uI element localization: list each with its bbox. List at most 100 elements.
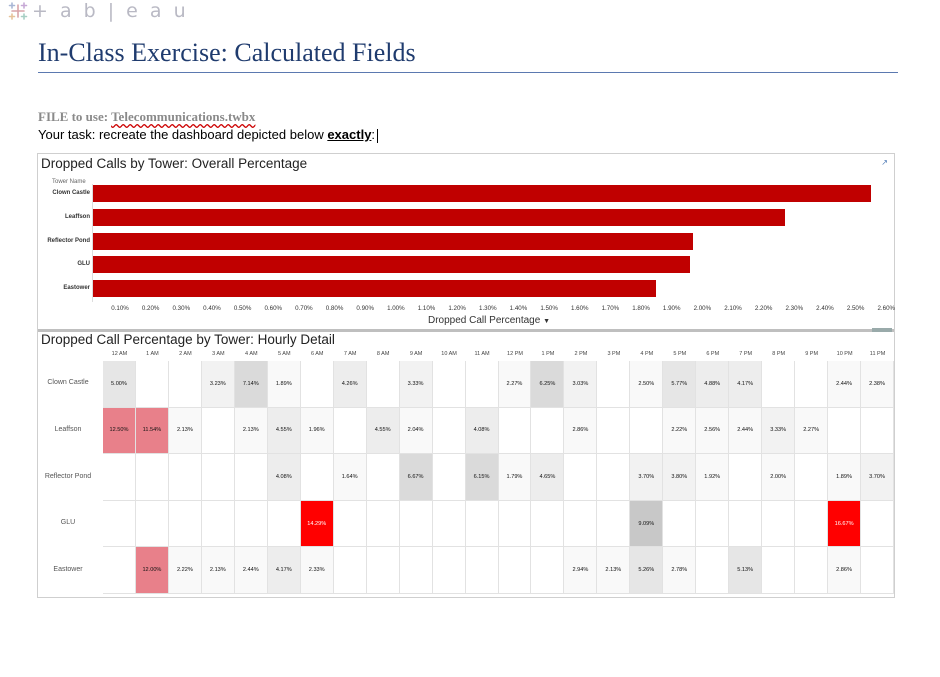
heat-cell-label: 2.38%	[869, 380, 885, 387]
heat-cell	[135, 454, 169, 501]
heat-cell-label: 4.55%	[275, 427, 292, 434]
heat-cell-label: 4.65%	[539, 473, 556, 480]
heat-cell[interactable]: 2.78%	[663, 547, 697, 594]
heat-cell[interactable]: 2.13%	[234, 407, 268, 455]
heat-cell[interactable]: 2.50%	[630, 361, 664, 408]
heat-cell[interactable]: 2.86%	[564, 407, 598, 455]
heat-cell[interactable]: 4.55%	[267, 407, 301, 455]
hour-column-header: 11 AM	[474, 351, 490, 357]
hour-column-header: 4 PM	[640, 351, 654, 357]
heat-cell	[663, 500, 697, 548]
heat-cell[interactable]: 5.13%	[729, 547, 763, 594]
heat-cell[interactable]: 2.94%	[564, 547, 598, 594]
heat-cell[interactable]: 2.04%	[399, 407, 433, 455]
heat-cell[interactable]: 9.09%	[630, 500, 664, 548]
heat-cell[interactable]: 4.17%	[729, 361, 763, 408]
heat-cell[interactable]: 11.54%	[135, 407, 169, 455]
heat-cell	[201, 454, 235, 501]
heat-cell[interactable]: 3.80%	[663, 454, 697, 501]
sort-icon[interactable]: ▼	[543, 318, 551, 325]
heat-cell[interactable]: 4.08%	[267, 454, 301, 501]
bar-sheet-title: Dropped Calls by Tower: Overall Percenta…	[41, 156, 308, 171]
heat-cell[interactable]: 3.03%	[564, 361, 598, 408]
file-to-use-line: FILE to use: Telecommunications.twbx	[38, 109, 255, 125]
bar-leaffson[interactable]	[93, 209, 786, 226]
heat-cell[interactable]: 16.67%	[828, 500, 862, 548]
heat-cell[interactable]: 4.88%	[696, 361, 730, 408]
heat-cell[interactable]: 1.92%	[696, 454, 730, 501]
heat-cell	[366, 361, 400, 408]
bar-glu[interactable]	[93, 256, 691, 273]
heat-cell[interactable]: 2.38%	[861, 361, 895, 408]
bar-plot-area	[92, 184, 893, 302]
heat-cell[interactable]: 2.44%	[234, 547, 268, 594]
heat-cell[interactable]: 4.55%	[366, 407, 400, 455]
heat-cell[interactable]: 5.00%	[103, 361, 136, 408]
heat-cell	[465, 361, 499, 408]
heat-cell[interactable]: 2.00%	[762, 454, 796, 501]
heat-cell[interactable]: 2.86%	[828, 547, 862, 594]
heat-cell-label: 6.67%	[407, 473, 424, 480]
heat-cell[interactable]: 3.33%	[762, 407, 796, 455]
hour-column-header: 5 AM	[277, 351, 291, 357]
external-link-icon[interactable]: ↗	[881, 158, 888, 167]
heat-cell[interactable]: 1.79%	[498, 454, 532, 501]
heat-cell[interactable]: 6.67%	[399, 454, 433, 501]
heat-cell	[333, 547, 367, 594]
heat-cell-label: 1.89%	[275, 380, 292, 387]
tableau-cross-icon	[8, 2, 28, 20]
heat-cell[interactable]: 7.14%	[234, 361, 268, 408]
heat-cell[interactable]: 2.13%	[597, 547, 631, 594]
heat-cell	[762, 361, 796, 408]
heat-cell-label: 2.86%	[572, 427, 589, 434]
resize-handle[interactable]	[872, 328, 892, 332]
heat-cell[interactable]: 5.26%	[630, 547, 664, 594]
heat-cell[interactable]: 12.50%	[103, 407, 136, 455]
heat-cell[interactable]: 2.56%	[696, 407, 730, 455]
heat-cell[interactable]: 2.13%	[201, 547, 235, 594]
heat-cell[interactable]: 1.64%	[333, 454, 367, 501]
heat-cell[interactable]: 2.44%	[828, 361, 862, 408]
heat-cell[interactable]: 1.89%	[828, 454, 862, 501]
heat-cell[interactable]: 5.77%	[663, 361, 697, 408]
heat-cell	[729, 500, 763, 548]
document-title: In-Class Exercise: Calculated Fields	[38, 38, 416, 67]
heat-cell[interactable]: 3.70%	[861, 454, 895, 501]
heat-cell[interactable]: 2.33%	[300, 547, 334, 594]
heat-cell[interactable]: 4.65%	[531, 454, 565, 501]
heat-cell	[432, 547, 466, 594]
heat-cell-label: 4.26%	[341, 380, 358, 387]
heat-cell[interactable]: 3.33%	[399, 361, 433, 408]
heat-cell[interactable]: 4.26%	[333, 361, 367, 408]
bar-reflector-pond[interactable]	[93, 233, 694, 250]
heat-cell[interactable]: 3.23%	[201, 361, 235, 408]
heat-cell[interactable]: 2.27%	[795, 407, 829, 455]
bar-clown-castle[interactable]	[93, 185, 871, 202]
file-name-link[interactable]: Telecommunications.twbx	[111, 109, 256, 124]
heat-cell[interactable]: 1.96%	[300, 407, 334, 455]
x-tick-label: 1.60%	[570, 305, 589, 312]
heat-cell-label: 1.96%	[308, 427, 325, 434]
hour-column-header: 3 PM	[607, 351, 621, 357]
title-divider	[38, 72, 898, 73]
heat-cell[interactable]: 4.17%	[267, 547, 301, 594]
heat-cell[interactable]: 2.27%	[498, 361, 532, 408]
heat-cell-label: 12.50%	[109, 427, 129, 434]
heat-cell[interactable]: 6.15%	[465, 454, 499, 501]
heat-cell	[531, 407, 565, 455]
heat-cell[interactable]: 14.29%	[300, 500, 334, 548]
heat-cell	[432, 407, 466, 455]
heat-cell[interactable]: 1.89%	[267, 361, 301, 408]
heat-cell	[333, 407, 367, 455]
heat-cell	[861, 500, 895, 548]
heat-cell[interactable]: 12.00%	[135, 547, 169, 594]
bar-eastower[interactable]	[93, 280, 657, 297]
heat-cell[interactable]: 3.70%	[630, 454, 664, 501]
heat-cell[interactable]: 6.25%	[531, 361, 565, 408]
heat-cell[interactable]: 2.22%	[168, 547, 202, 594]
heat-cell[interactable]: 2.44%	[729, 407, 763, 455]
heat-cell[interactable]: 2.22%	[663, 407, 697, 455]
heat-cell	[103, 547, 136, 594]
heat-cell[interactable]: 2.13%	[168, 407, 202, 455]
heat-cell[interactable]: 4.08%	[465, 407, 499, 455]
